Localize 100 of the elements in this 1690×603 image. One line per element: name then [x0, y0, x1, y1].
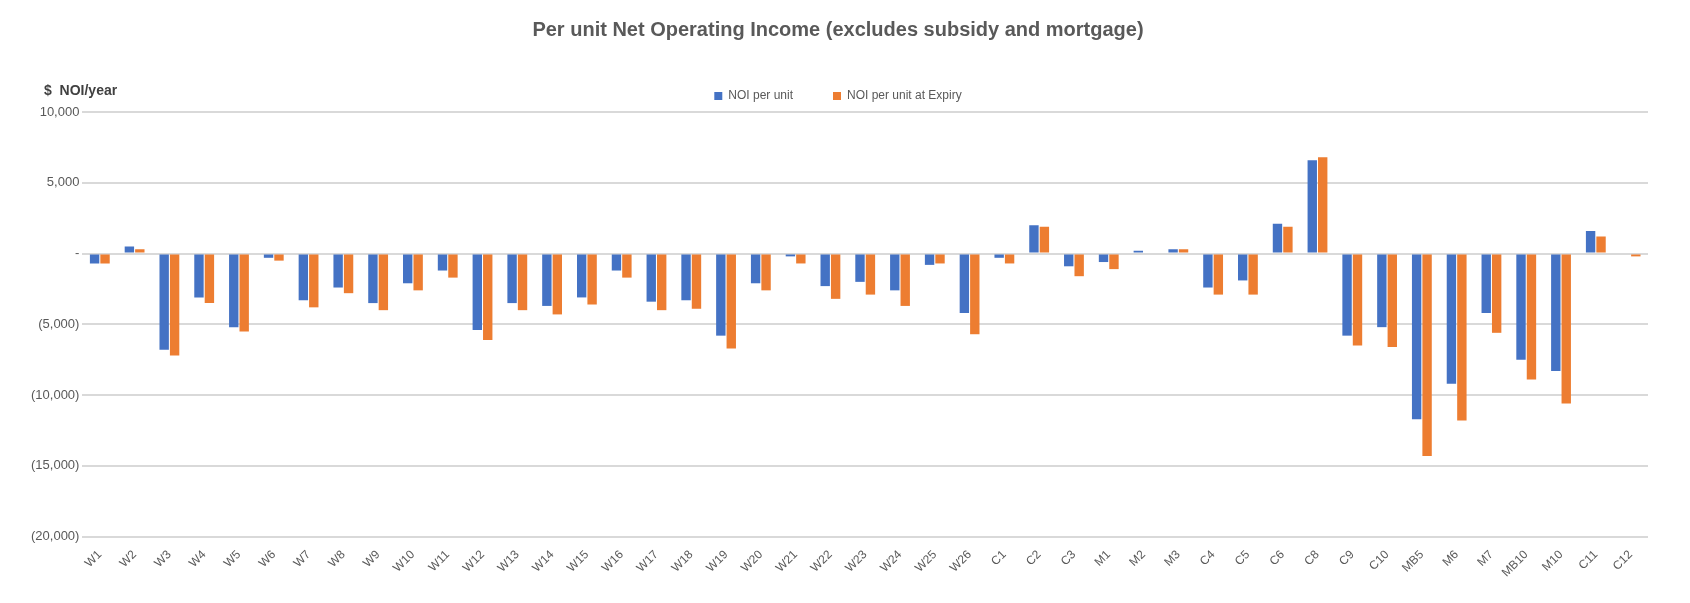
x-tick-label: W11: [425, 547, 453, 575]
bar: [298, 254, 309, 301]
x-tick-label: M7: [1474, 547, 1497, 569]
x-tick-label: M6: [1439, 547, 1462, 569]
bar: [1318, 157, 1328, 253]
bar: [343, 254, 354, 294]
bar: [890, 254, 900, 291]
bar: [517, 254, 528, 311]
x-tick-label: W4: [186, 547, 209, 570]
bar: [900, 254, 910, 306]
bar: [1213, 254, 1224, 295]
bar: [1481, 254, 1491, 313]
bar: [1422, 254, 1432, 456]
bar: [378, 254, 389, 311]
x-tick-label: C2: [1022, 547, 1044, 569]
bar: [1446, 254, 1457, 384]
bar: [1457, 254, 1467, 421]
bar: [726, 254, 736, 349]
bar: [994, 254, 1004, 258]
x-tick-label: C10: [1366, 547, 1392, 573]
bar: [159, 254, 169, 350]
bar: [1307, 160, 1317, 253]
x-tick-label: C12: [1609, 547, 1636, 573]
bar: [124, 246, 135, 253]
bar: [1561, 254, 1571, 404]
bar: [622, 254, 632, 278]
x-tick-label: W2: [116, 547, 140, 570]
bar: [274, 254, 284, 261]
bar: [865, 254, 876, 295]
bar: [333, 254, 343, 288]
x-tick-label: C9: [1335, 547, 1357, 569]
x-tick-label: C3: [1057, 547, 1079, 569]
bar: [413, 254, 423, 291]
bar: [1074, 254, 1084, 277]
bar: [576, 254, 587, 298]
bar: [194, 254, 204, 298]
y-tick-label: (20,000): [31, 528, 80, 544]
legend-label: NOI per unit at Expiry: [846, 88, 962, 103]
x-tick-label: W8: [325, 547, 349, 570]
bar: [1203, 254, 1213, 288]
bar: [656, 254, 667, 311]
bar: [691, 254, 702, 309]
bar: [100, 254, 110, 264]
bar: [448, 254, 458, 278]
bar: [830, 254, 841, 299]
bar: [552, 254, 563, 315]
bar: [1491, 254, 1502, 333]
bar: [263, 254, 274, 258]
bar: [935, 254, 945, 264]
bar: [403, 254, 413, 284]
bar: [1342, 254, 1352, 336]
bar: [1387, 254, 1397, 347]
bar: [1098, 254, 1109, 263]
bar: [855, 254, 865, 282]
y-tick-label: (10,000): [31, 386, 80, 402]
bar: [368, 254, 378, 304]
bar: [1551, 254, 1561, 372]
bar: [1064, 254, 1074, 267]
bar: [1596, 236, 1606, 253]
bar: [1585, 230, 1596, 253]
x-tick-label: C8: [1301, 547, 1323, 569]
y-axis-title: $ NOI/year: [44, 81, 118, 98]
x-tick-label: C11: [1575, 547, 1601, 573]
bar: [1039, 226, 1050, 253]
bar: [239, 254, 249, 332]
bar: [1526, 254, 1537, 380]
bar: [1516, 254, 1526, 360]
y-tick-label: -: [75, 245, 80, 261]
x-tick-label: W1: [81, 547, 105, 570]
bar: [542, 254, 552, 306]
x-tick-label: C4: [1196, 547, 1218, 569]
bar: [135, 249, 145, 253]
x-tick-label: M2: [1126, 547, 1149, 569]
bar: [681, 254, 691, 301]
bar: [1377, 254, 1387, 328]
bar: [1411, 254, 1422, 420]
bar: [959, 254, 970, 313]
y-tick-label: 10,000: [39, 103, 80, 119]
bar: [483, 254, 493, 340]
bar: [1029, 225, 1039, 253]
x-tick-label: W5: [220, 547, 244, 570]
bar: [309, 254, 319, 308]
bar: [204, 254, 215, 304]
x-tick-label: W21: [772, 547, 801, 575]
y-tick-label: 5,000: [46, 174, 80, 190]
legend-label: NOI per unit: [728, 88, 794, 103]
x-tick-label: C6: [1266, 547, 1288, 569]
bar: [716, 254, 726, 336]
bar: [924, 254, 935, 265]
bar: [1237, 254, 1248, 281]
x-tick-label: M3: [1161, 547, 1184, 569]
bar: [796, 254, 806, 264]
bar: [229, 254, 239, 328]
bar: [169, 254, 180, 356]
x-tick-label: W9: [359, 547, 383, 570]
bar: [1248, 254, 1258, 295]
bar: [587, 254, 597, 305]
bar: [820, 254, 830, 287]
chart-title: Per unit Net Operating Income (excludes subsidy and mortgage): [532, 17, 1144, 40]
bar: [1272, 223, 1283, 253]
